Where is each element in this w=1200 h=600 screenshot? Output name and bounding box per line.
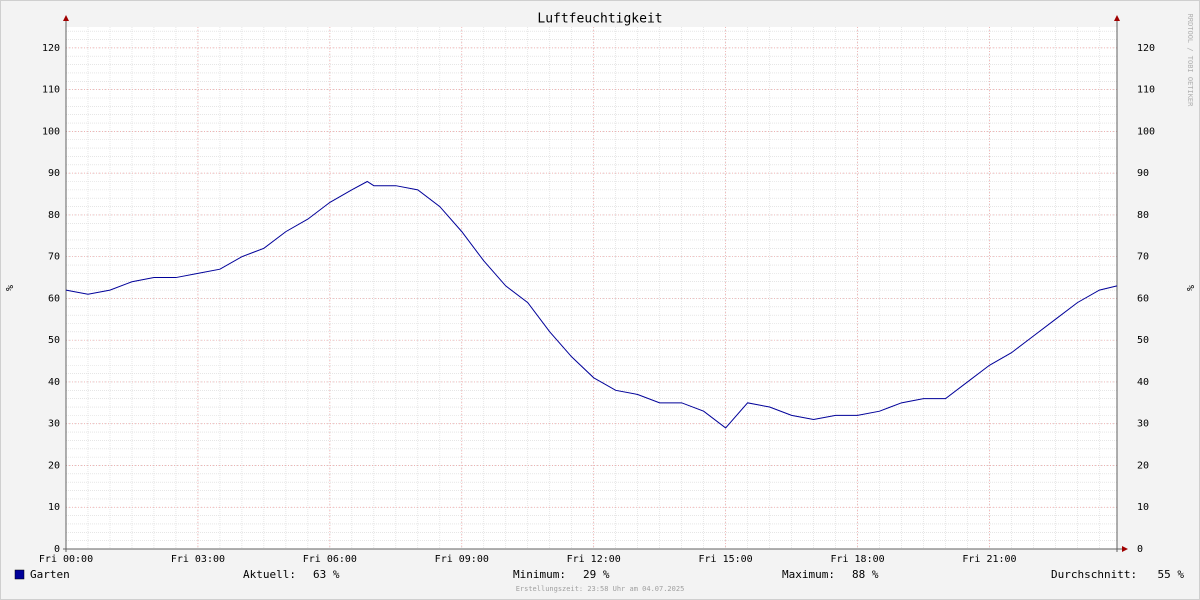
axis-arrow (1114, 15, 1120, 21)
y-tick-label: 50 (48, 335, 60, 346)
y-tick-label-right: 40 (1137, 377, 1149, 388)
x-tick-label: Fri 12:00 (567, 554, 621, 565)
y-tick-label-right: 120 (1137, 43, 1155, 54)
stat-value: 29 % (583, 568, 610, 581)
chart-title: Luftfeuchtigkeit (537, 12, 662, 27)
y-tick-label: 120 (42, 43, 60, 54)
stat-label: Durchschnitt: (1051, 568, 1137, 581)
legend-label: Garten (30, 568, 70, 581)
stat-value: 55 % (1158, 568, 1185, 581)
x-tick-label: Fri 09:00 (435, 554, 489, 565)
y-tick-label-right: 110 (1137, 85, 1155, 96)
x-tick-label: Fri 00:00 (39, 554, 93, 565)
y-tick-label: 110 (42, 85, 60, 96)
axis-arrow (1122, 546, 1128, 552)
x-tick-label: Fri 15:00 (699, 554, 753, 565)
watermark: RRDTOOL / TOBI OETIKER (1186, 14, 1194, 108)
footer: Erstellungszeit: 23:58 Uhr am 04.07.2025 (516, 585, 685, 593)
y-tick-label-right: 0 (1137, 544, 1143, 555)
y-tick-label-right: 90 (1137, 168, 1149, 179)
stat-label: Aktuell: (243, 568, 296, 581)
y-tick-label: 100 (42, 126, 60, 137)
y-tick-label-right: 80 (1137, 210, 1149, 221)
y-tick-label: 70 (48, 252, 60, 263)
y-axis-label: % (5, 285, 16, 291)
y-tick-label-right: 100 (1137, 126, 1155, 137)
y-tick-label-right: 70 (1137, 252, 1149, 263)
x-tick-label: Fri 18:00 (830, 554, 884, 565)
x-tick-label: Fri 03:00 (171, 554, 225, 565)
x-tick-label: Fri 21:00 (962, 554, 1016, 565)
y-tick-label: 40 (48, 377, 60, 388)
y-tick-label: 30 (48, 419, 60, 430)
y-tick-label-right: 50 (1137, 335, 1149, 346)
stat-label: Maximum: (782, 568, 835, 581)
y-tick-label: 10 (48, 502, 60, 513)
y-tick-label-right: 30 (1137, 419, 1149, 430)
legend-swatch (14, 569, 25, 580)
y-tick-label-right: 20 (1137, 460, 1149, 471)
y-tick-label: 20 (48, 460, 60, 471)
y-tick-label: 80 (48, 210, 60, 221)
plot-area (66, 27, 1117, 549)
data-line (65, 180, 1118, 429)
y-tick-label: 0 (54, 544, 60, 555)
y-tick-label-right: 10 (1137, 502, 1149, 513)
x-tick-label: Fri 06:00 (303, 554, 357, 565)
stat-label: Minimum: (513, 568, 566, 581)
y-axis-label-right: % (1184, 285, 1195, 291)
y-tick-label: 90 (48, 168, 60, 179)
stat-value: 88 % (852, 568, 879, 581)
y-tick-label-right: 60 (1137, 293, 1149, 304)
y-tick-label: 60 (48, 293, 60, 304)
axis-arrow (63, 15, 69, 21)
stat-value: 63 % (313, 568, 340, 581)
